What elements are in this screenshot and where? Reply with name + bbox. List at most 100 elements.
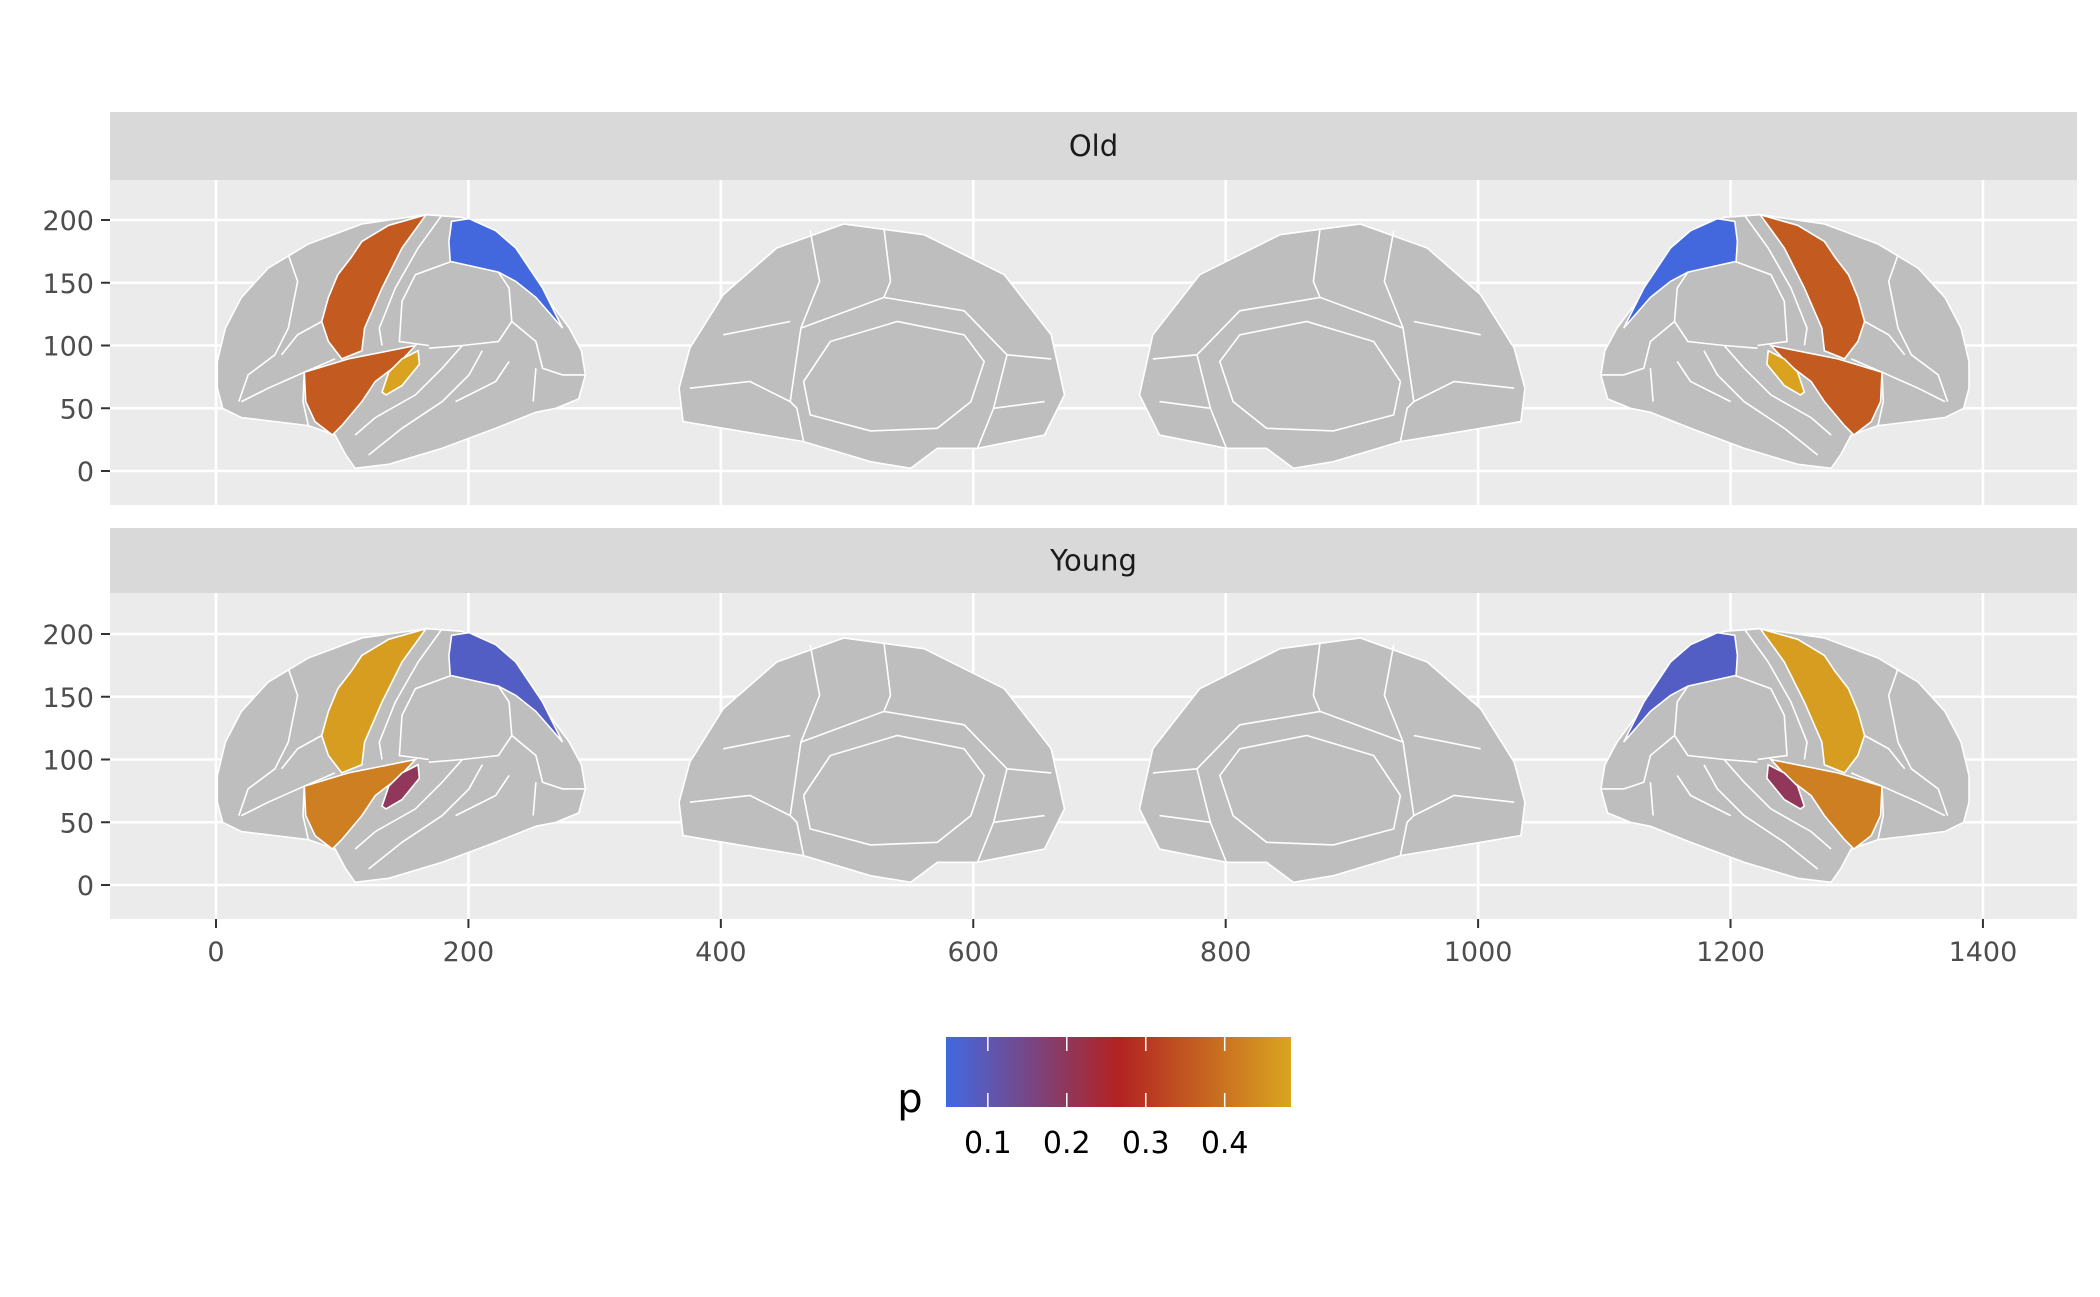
region-boundary xyxy=(280,734,323,770)
region-transversetemporal-right-lateral xyxy=(1766,763,1806,810)
region-boundary xyxy=(1743,628,1808,760)
region-boundary xyxy=(1673,685,1758,763)
region-boundary xyxy=(1887,668,1949,816)
legend-title: p xyxy=(897,1076,922,1122)
region-boundary xyxy=(532,368,537,402)
region-boundary xyxy=(1413,734,1481,750)
region-boundary xyxy=(241,772,336,817)
region-boundary xyxy=(1159,400,1211,410)
region-boundary xyxy=(1383,644,1404,743)
x-tick-label: 400 xyxy=(695,937,747,968)
legend-tick-label: 0.2 xyxy=(1043,1126,1091,1161)
region-transversetemporal-right-lateral xyxy=(1766,349,1806,396)
y-tick-label: 200 xyxy=(42,620,94,651)
y-tick-label: 0 xyxy=(77,871,94,902)
region-boundary xyxy=(1743,214,1808,346)
region-boundary xyxy=(238,668,299,816)
region-boundary xyxy=(511,734,586,790)
region-boundary xyxy=(1413,380,1515,403)
region-boundary xyxy=(689,794,791,817)
region-boundary xyxy=(368,350,484,456)
region-insula-left-lateral xyxy=(303,344,418,437)
region-boundary xyxy=(1413,794,1515,817)
region-boundary xyxy=(800,644,821,743)
region-boundary xyxy=(789,815,805,856)
region-boundary xyxy=(1673,271,1758,349)
region-boundary xyxy=(789,401,805,442)
region-boundary xyxy=(428,271,513,349)
facet-label: Old xyxy=(1069,129,1118,163)
region-boundary xyxy=(1399,401,1415,442)
x-tick-label: 600 xyxy=(947,937,999,968)
region-precentral-left-lateral xyxy=(320,627,429,774)
region-boundary xyxy=(1600,320,1676,376)
brain-right-medial-outline xyxy=(1138,223,1526,470)
legend-tick-label: 0.1 xyxy=(964,1126,1012,1161)
facet-label: Young xyxy=(1049,544,1137,578)
region-boundary xyxy=(1218,734,1402,846)
x-tick-label: 200 xyxy=(443,937,495,968)
brain-right-medial-outline xyxy=(1138,637,1526,884)
region-boundary xyxy=(1734,674,1788,761)
region-boundary xyxy=(354,344,463,436)
y-tick-label: 150 xyxy=(42,269,94,300)
y-tick-label: 100 xyxy=(42,332,94,363)
y-tick-label: 50 xyxy=(60,394,94,425)
facet-strip-young xyxy=(110,528,2077,593)
region-insula-left-lateral xyxy=(303,758,418,851)
region-boundary xyxy=(1703,350,1819,456)
region-boundary xyxy=(1218,320,1402,432)
region-boundary xyxy=(238,254,299,402)
region-boundary xyxy=(511,320,586,376)
x-tick-label: 1400 xyxy=(1949,937,2018,968)
region-superiorparietal-left-lateral xyxy=(448,217,564,329)
region-boundary xyxy=(1887,254,1949,402)
y-tick-label: 200 xyxy=(42,206,94,237)
region-boundary xyxy=(428,685,513,763)
region-boundary xyxy=(1676,775,1732,817)
region-boundary xyxy=(1413,320,1481,336)
region-boundary xyxy=(993,400,1045,410)
region-boundary xyxy=(1676,361,1732,403)
region-boundary xyxy=(1383,230,1404,329)
region-boundary xyxy=(883,641,892,712)
brain-left-medial-outline xyxy=(678,637,1066,884)
x-tick-label: 0 xyxy=(207,937,224,968)
region-boundary xyxy=(1600,734,1676,790)
region-superiorparietal-left-lateral xyxy=(448,631,564,743)
region-boundary xyxy=(1006,354,1052,360)
region-boundary xyxy=(800,230,821,329)
region-boundary xyxy=(1399,815,1415,856)
region-boundary xyxy=(368,764,484,870)
y-tick-label: 150 xyxy=(42,683,94,714)
y-tick-label: 0 xyxy=(77,457,94,488)
region-boundary xyxy=(1864,320,1906,356)
region-precentral-right-lateral xyxy=(1758,627,1866,774)
legend-tick-label: 0.4 xyxy=(1201,1126,1249,1161)
brain-left-medial-outline xyxy=(678,223,1066,470)
region-boundary xyxy=(1850,358,1946,403)
region-transversetemporal-left-lateral xyxy=(381,349,421,396)
x-tick-label: 1200 xyxy=(1696,937,1765,968)
legend-tick-label: 0.3 xyxy=(1122,1126,1170,1161)
region-boundary xyxy=(1159,814,1211,824)
region-boundary xyxy=(302,786,310,840)
region-boundary xyxy=(1152,354,1198,360)
region-boundary xyxy=(398,260,452,347)
region-boundary xyxy=(532,782,537,816)
region-boundary xyxy=(1877,786,1885,840)
region-boundary xyxy=(378,628,443,760)
y-tick-label: 100 xyxy=(42,746,94,777)
region-boundary xyxy=(378,214,443,346)
region-boundary xyxy=(723,734,791,750)
region-boundary xyxy=(241,358,336,403)
y-tick-label: 50 xyxy=(60,808,94,839)
region-boundary xyxy=(1864,734,1906,770)
region-boundary xyxy=(1312,641,1321,712)
region-boundary xyxy=(280,320,323,356)
region-boundary xyxy=(1703,764,1819,870)
region-boundary xyxy=(354,758,463,850)
region-boundary xyxy=(1006,768,1052,774)
region-boundary xyxy=(1723,344,1832,436)
